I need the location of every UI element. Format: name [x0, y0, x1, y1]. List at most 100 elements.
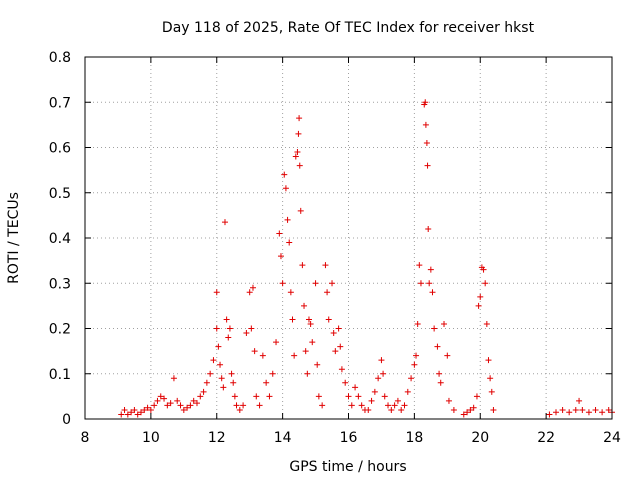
data-point [605, 406, 612, 413]
x-tick-label: 22 [537, 430, 555, 446]
data-point [355, 393, 362, 400]
data-point [441, 320, 448, 327]
data-point [273, 339, 280, 346]
data-point [488, 388, 495, 395]
data-point [429, 289, 436, 296]
x-tick-label: 18 [405, 430, 423, 446]
data-point [576, 397, 583, 404]
data-point [164, 402, 171, 409]
data-point [154, 397, 161, 404]
x-tick-label: 14 [274, 430, 292, 446]
data-point [121, 406, 128, 413]
data-point [324, 289, 331, 296]
data-point [259, 352, 266, 359]
data-point [480, 266, 487, 273]
data-point [263, 379, 270, 386]
data-point [292, 153, 299, 160]
data-point [128, 409, 135, 416]
data-point [425, 225, 432, 232]
data-point [161, 395, 168, 402]
data-point [305, 316, 312, 323]
data-point [337, 343, 344, 350]
data-point [137, 409, 144, 416]
y-tick-label: 0.2 [49, 322, 71, 338]
data-point [233, 402, 240, 409]
data-point [253, 393, 260, 400]
data-point [599, 409, 606, 416]
data-point [187, 402, 194, 409]
data-point [352, 384, 359, 391]
data-point [315, 393, 322, 400]
data-point [287, 289, 294, 296]
data-point [394, 397, 401, 404]
x-tick-label: 24 [603, 430, 621, 446]
data-point [151, 402, 158, 409]
x-axis-label: GPS time / hours [289, 459, 406, 475]
data-point [296, 162, 303, 169]
data-point [322, 262, 329, 269]
data-point [217, 361, 224, 368]
data-point [559, 406, 566, 413]
data-point [444, 352, 451, 359]
data-point [417, 280, 424, 287]
data-point [197, 393, 204, 400]
data-point [380, 370, 387, 377]
data-point [422, 99, 429, 106]
data-point [277, 253, 284, 260]
data-point [348, 402, 355, 409]
data-point [157, 393, 164, 400]
data-point [381, 393, 388, 400]
data-point [546, 411, 553, 418]
data-point [215, 343, 222, 350]
data-point [423, 139, 430, 146]
data-point [218, 375, 225, 382]
data-point [286, 239, 293, 246]
data-point [483, 320, 490, 327]
data-point [124, 411, 131, 418]
grid [85, 57, 612, 419]
data-point [325, 316, 332, 323]
data-point [579, 406, 586, 413]
chart-title: Day 118 of 2025, Rate Of TEC Index for r… [162, 20, 535, 36]
data-point [335, 325, 342, 332]
data-point [299, 262, 306, 269]
data-point [228, 370, 235, 377]
data-point [167, 400, 174, 407]
data-point [230, 379, 237, 386]
data-point [301, 302, 308, 309]
data-point [365, 406, 372, 413]
data-point [332, 348, 339, 355]
data-point [203, 379, 210, 386]
data-point [388, 406, 395, 413]
data-point [464, 409, 471, 416]
data-point [460, 411, 467, 418]
y-tick-label: 0.3 [49, 276, 71, 292]
data-point [330, 330, 337, 337]
data-point [319, 402, 326, 409]
y-tick-label: 0.8 [49, 50, 71, 66]
data-point [131, 406, 138, 413]
data-point [170, 375, 177, 382]
data-point [118, 411, 125, 418]
data-point [248, 325, 255, 332]
data-point [371, 388, 378, 395]
data-point [256, 402, 263, 409]
data-point [281, 171, 288, 178]
data-point [437, 379, 444, 386]
data-point [226, 325, 233, 332]
data-point [427, 266, 434, 273]
data-point [220, 384, 227, 391]
data-point [266, 393, 273, 400]
data-point [585, 409, 592, 416]
points-layer [118, 99, 615, 418]
data-point [276, 230, 283, 237]
data-point [144, 404, 151, 411]
data-point [141, 406, 148, 413]
data-point [184, 404, 191, 411]
x-tick-labels: 8 10 12 14 16 18 20 22 24 [81, 430, 621, 446]
data-point [200, 388, 207, 395]
x-tick-label: 8 [81, 430, 90, 446]
data-point [269, 370, 276, 377]
data-point [345, 393, 352, 400]
